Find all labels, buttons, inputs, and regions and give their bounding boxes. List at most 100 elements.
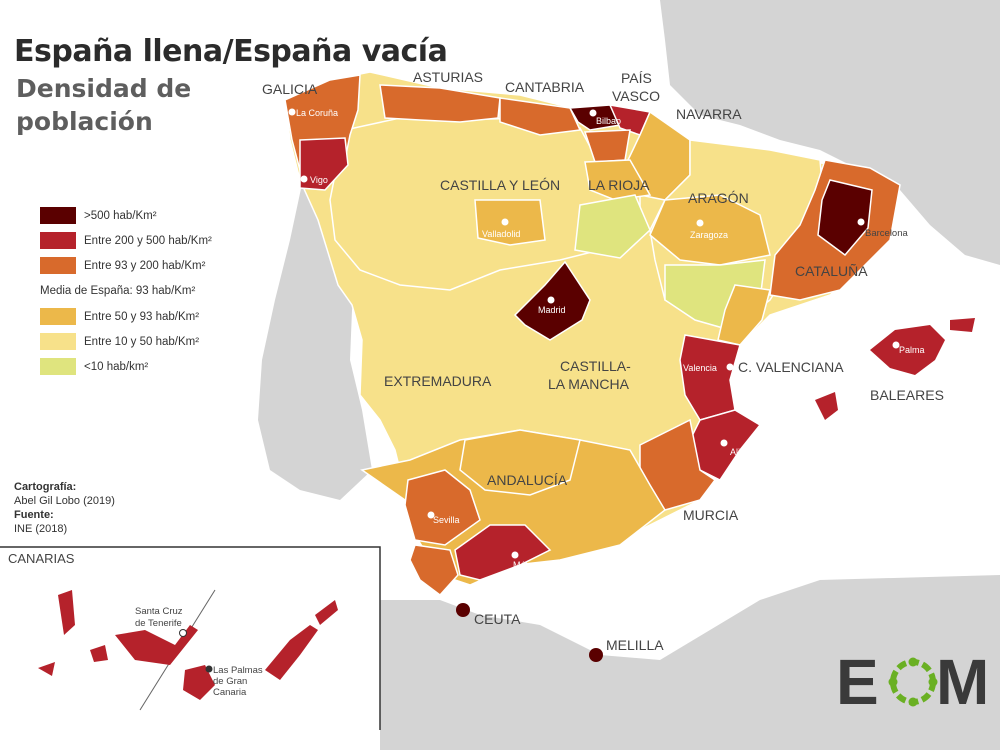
dot-la-coruna <box>288 108 296 116</box>
label-galicia: GALICIA <box>262 81 318 97</box>
logo-letter-e: E <box>836 650 879 710</box>
label-sevilla: Sevilla <box>433 515 460 525</box>
dot-vigo <box>300 175 308 183</box>
legend-item: Entre 10 y 50 hab/Km² <box>40 329 280 354</box>
legend-swatch <box>40 308 76 325</box>
label-murcia: MURCIA <box>683 507 739 523</box>
label-madrid: Madrid <box>538 305 566 315</box>
label-vigo: Vigo <box>310 175 328 185</box>
label-malaga: Málaga <box>513 560 543 570</box>
province-barcelona <box>817 179 873 257</box>
label-zaragoza: Zaragoza <box>690 230 728 240</box>
dot-palma <box>892 341 900 349</box>
label-santa-cruz-1: Santa Cruz <box>135 606 183 617</box>
label-bilbao: Bilbao <box>596 116 621 126</box>
label-palma: Palma <box>899 345 925 355</box>
region-cantabria <box>499 97 582 136</box>
island-fuerteventura <box>265 625 318 680</box>
label-santa-cruz-2: de Tenerife <box>135 618 182 629</box>
label-pais-vasco-2: VASCO <box>612 88 660 104</box>
credits-fuente-value: INE (2018) <box>14 523 68 535</box>
label-las-palmas-2: de Gran <box>213 676 247 687</box>
marker-ceuta <box>456 603 470 617</box>
label-la-coruna: La Coruña <box>296 108 338 118</box>
label-castilla-mancha-1: CASTILLA- <box>560 358 631 374</box>
credits-fuente-label: Fuente: <box>14 509 54 521</box>
legend-label: Entre 50 y 93 hab/Km² <box>84 310 200 323</box>
legend-average: Media de España: 93 hab/Km² <box>40 278 280 304</box>
province-cadiz <box>409 544 459 597</box>
dot-alicante <box>720 439 728 447</box>
label-melilla: MELILLA <box>606 637 664 653</box>
label-c-valenciana: C. VALENCIANA <box>738 359 844 375</box>
island-menorca <box>950 318 975 332</box>
label-la-rioja: LA RIOJA <box>588 177 650 193</box>
dot-sevilla <box>427 511 435 519</box>
logo-letter-m: M <box>936 650 989 710</box>
dot-santa-cruz <box>179 629 187 637</box>
page-title: España llena/España vacía <box>14 34 448 69</box>
label-alicante: Alicante <box>730 447 762 457</box>
inset-frame <box>0 546 381 730</box>
dot-madrid <box>547 296 555 304</box>
label-andalucia: ANDALUCÍA <box>487 472 568 488</box>
label-cataluna: CATALUÑA <box>795 263 868 279</box>
label-pais-vasco-1: PAÍS <box>621 70 652 86</box>
label-barcelona: Barcelona <box>865 228 908 239</box>
eom-logo: E M <box>836 650 989 710</box>
legend-label: Media de España: 93 hab/Km² <box>40 285 196 297</box>
marker-melilla <box>589 648 603 662</box>
legend-swatch <box>40 207 76 224</box>
legend-label: Entre 200 y 500 hab/Km² <box>84 234 212 247</box>
province-valladolid <box>474 199 546 246</box>
label-las-palmas-3: Canaria <box>213 687 247 698</box>
label-baleares: BALEARES <box>870 387 944 403</box>
credits: Cartografía: Abel Gil Lobo (2019) Fuente… <box>14 480 115 536</box>
province-zaragoza <box>649 194 771 266</box>
label-extremadura: EXTREMADURA <box>384 373 492 389</box>
label-valencia: Valencia <box>683 363 717 373</box>
legend-swatch <box>40 257 76 274</box>
island-lanzarote <box>315 600 338 625</box>
credits-cartografia-value: Abel Gil Lobo (2019) <box>14 495 115 507</box>
dot-valencia <box>726 363 734 371</box>
label-aragon: ARAGÓN <box>688 190 749 206</box>
legend: >500 hab/Km² Entre 200 y 500 hab/Km² Ent… <box>40 203 280 379</box>
logo-ring-icon <box>888 657 938 707</box>
label-valladolid: Valladolid <box>482 229 520 239</box>
dot-las-palmas <box>205 665 213 673</box>
land-france <box>660 0 1000 265</box>
legend-swatch <box>40 232 76 249</box>
legend-item: Entre 93 y 200 hab/Km² <box>40 253 280 278</box>
island-tenerife <box>115 625 198 665</box>
legend-swatch <box>40 333 76 350</box>
label-ceuta: CEUTA <box>474 611 521 627</box>
legend-label: Entre 10 y 50 hab/Km² <box>84 335 200 348</box>
legend-item: >500 hab/Km² <box>40 203 280 228</box>
dot-zaragoza <box>696 219 704 227</box>
legend-item: Entre 200 y 500 hab/Km² <box>40 228 280 253</box>
island-gran-canaria <box>183 665 215 700</box>
label-castilla-leon: CASTILLA Y LEÓN <box>440 177 560 193</box>
page-subtitle: Densidad de población <box>16 74 192 136</box>
island-la-palma <box>58 590 75 635</box>
legend-label: >500 hab/Km² <box>84 209 157 222</box>
label-navarra: NAVARRA <box>676 106 742 122</box>
dot-barcelona <box>857 218 865 226</box>
island-mallorca <box>870 325 945 375</box>
region-asturias <box>379 84 501 123</box>
land-africa <box>380 575 1000 750</box>
label-castilla-mancha-2: LA MANCHA <box>548 376 630 392</box>
dot-bilbao <box>589 109 597 117</box>
dot-valladolid <box>501 218 509 226</box>
island-la-gomera <box>90 645 108 662</box>
province-sevilla <box>404 469 481 546</box>
province-soria <box>574 194 651 259</box>
province-malaga <box>454 524 552 581</box>
legend-label: <10 hab/km² <box>84 360 149 373</box>
region-bizkaia <box>568 104 622 131</box>
label-asturias: ASTURIAS <box>413 69 483 85</box>
dot-malaga <box>511 551 519 559</box>
legend-label: Entre 93 y 200 hab/Km² <box>84 259 206 272</box>
